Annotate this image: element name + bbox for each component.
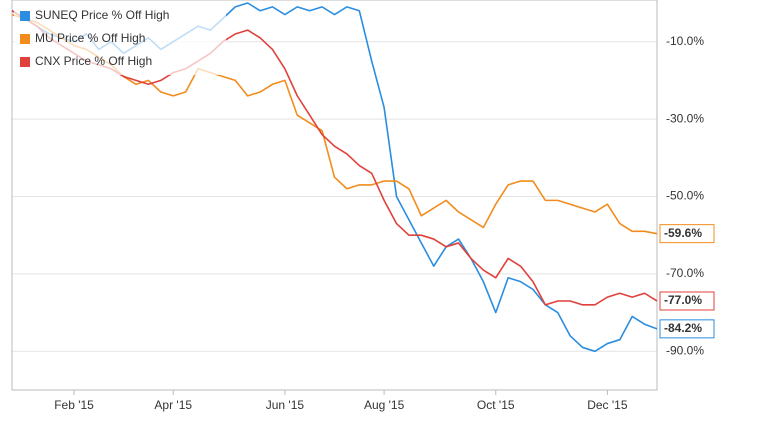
x-tick-label: Oct '15 xyxy=(477,398,515,412)
end-label-box xyxy=(659,291,715,311)
end-label: -77.0% xyxy=(664,293,702,307)
y-tick-label: -30.0% xyxy=(666,111,704,125)
x-tick-label: Dec '15 xyxy=(587,398,628,412)
legend-swatch xyxy=(20,57,30,67)
x-tick-label: Apr '15 xyxy=(154,398,192,412)
end-label-box xyxy=(659,319,715,339)
y-tick-label: -10.0% xyxy=(666,34,704,48)
x-tick-label: Feb '15 xyxy=(54,398,94,412)
x-tick-label: Aug '15 xyxy=(364,398,405,412)
y-tick-label: -70.0% xyxy=(666,266,704,280)
legend-label: CNX Price % Off High xyxy=(35,54,152,68)
plot-frame xyxy=(11,0,658,391)
x-tick-label: Jun '15 xyxy=(266,398,305,412)
y-tick-label: -90.0% xyxy=(666,343,704,357)
y-tick-label: -50.0% xyxy=(666,189,704,203)
end-label: -84.2% xyxy=(664,321,702,335)
legend-swatch xyxy=(20,34,30,44)
legend-swatch xyxy=(20,11,30,21)
end-label: -59.6% xyxy=(664,226,702,240)
legend-box xyxy=(14,3,226,75)
end-label-box xyxy=(659,224,715,244)
legend-label: SUNEQ Price % Off High xyxy=(35,8,169,22)
legend-label: MU Price % Off High xyxy=(35,31,145,45)
